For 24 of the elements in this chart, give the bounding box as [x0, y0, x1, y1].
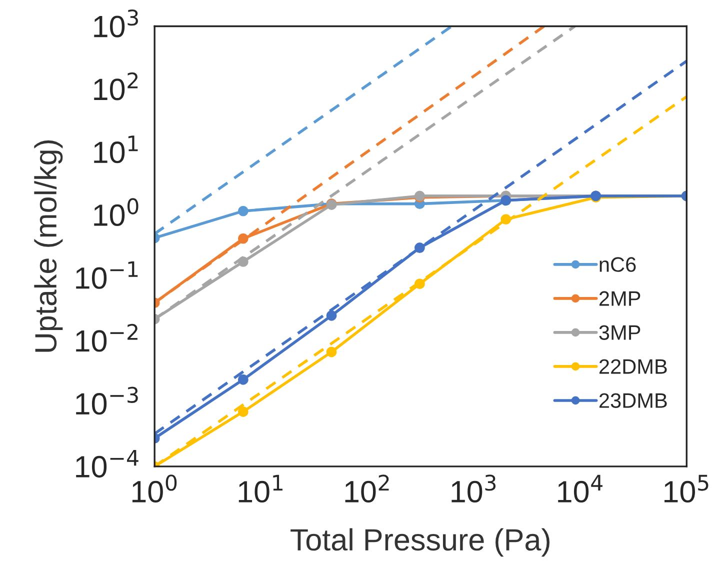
legend-label: 22DMB: [599, 359, 667, 374]
y-tick-label: 10$^{−2}$: [76, 324, 138, 352]
legend-label: 3MP: [599, 325, 640, 340]
legend-label: nC6: [600, 257, 636, 272]
x-tick-label: 10$^{2}$: [345, 474, 389, 502]
x-axis-title: Total Pressure (Pa): [290, 528, 550, 557]
x-tick-label: 10$^{1}$: [238, 474, 282, 503]
point: [238, 406, 248, 417]
point: [326, 346, 337, 358]
x-tick-label: 10$^{5}$: [664, 474, 708, 503]
y-tick-label: 10$^{3}$: [94, 10, 138, 38]
point: [326, 310, 337, 321]
point: [238, 374, 248, 385]
legend-label: 2MP: [599, 291, 640, 306]
legend-label: 23DMB: [599, 393, 667, 408]
y-tick-label: 10$^{0}$: [94, 198, 138, 226]
x-tick-label: 10$^{4}$: [558, 474, 602, 503]
y-tick-label: 10$^{1}$: [94, 136, 138, 164]
y-axis-title: Uptake (mol/kg): [34, 140, 63, 352]
y-tick-label: 10$^{−3}$: [76, 386, 138, 415]
point: [238, 206, 248, 216]
y-tick-label: 10$^{2}$: [94, 72, 138, 100]
x-tick-label: 10$^{3}$: [452, 474, 496, 502]
y-tick-label: 10$^{−1}$: [76, 261, 138, 289]
